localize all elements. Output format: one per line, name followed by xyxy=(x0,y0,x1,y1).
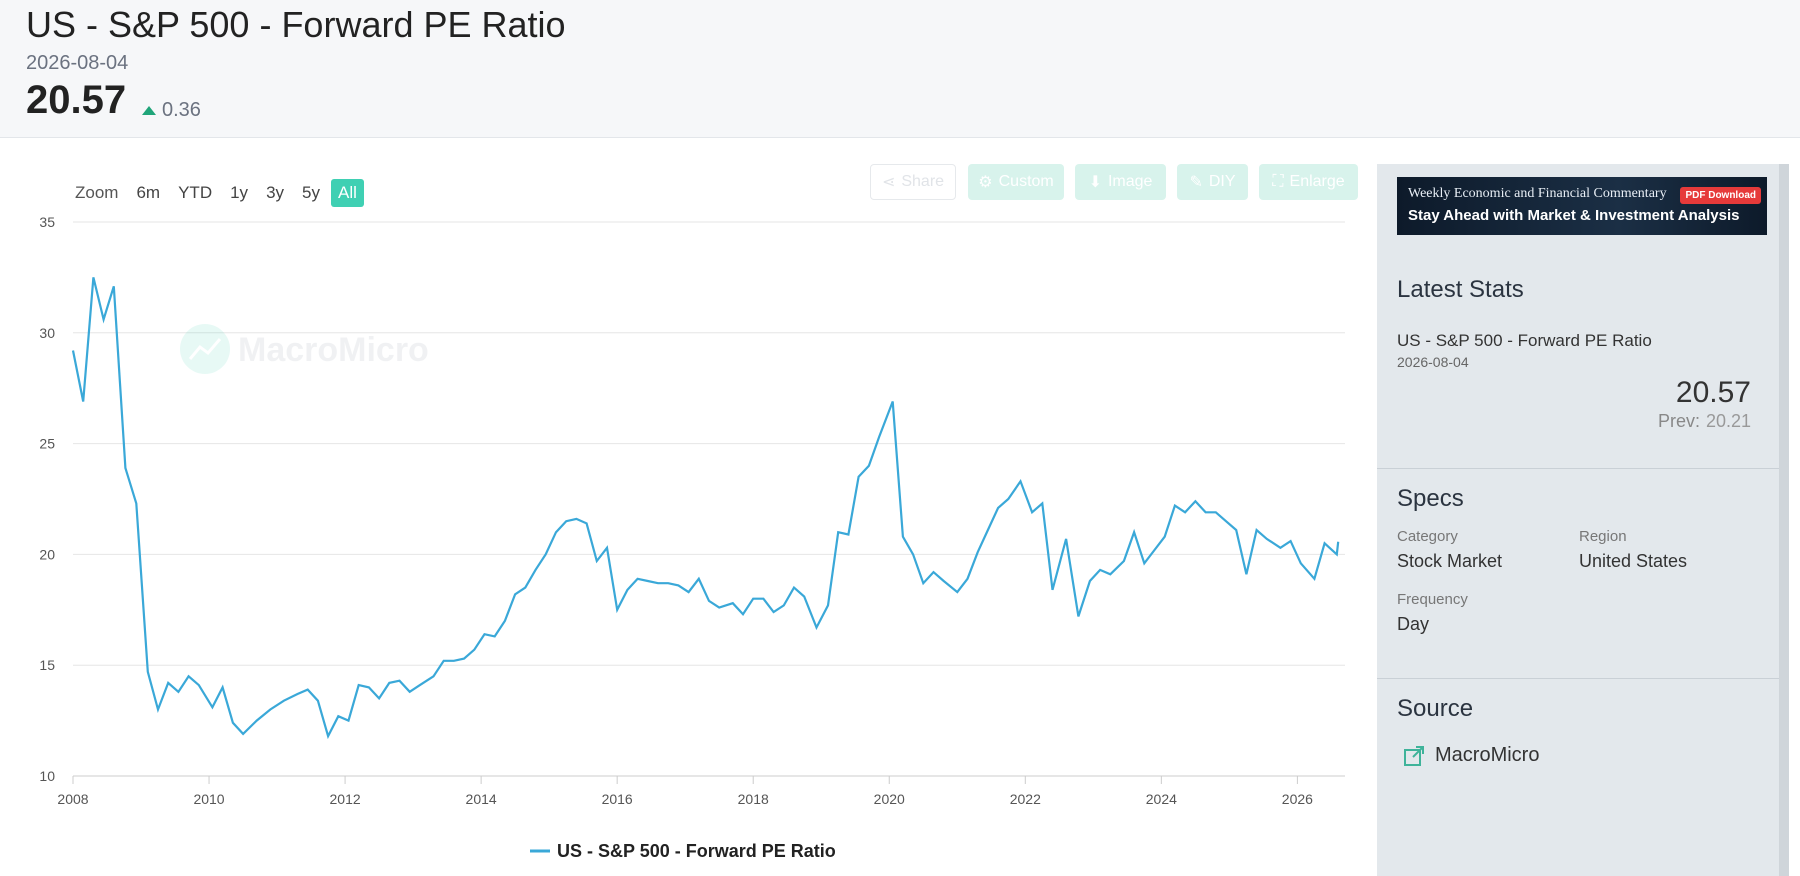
source-heading: Source xyxy=(1397,695,1474,722)
category-label: Category xyxy=(1397,528,1458,545)
x-tick-label: 2008 xyxy=(57,791,88,807)
pdf-download-badge[interactable]: PDF Download xyxy=(1680,187,1761,204)
zoom-label: Zoom xyxy=(75,183,119,202)
y-tick-label: 35 xyxy=(39,214,55,230)
latest-date: 2026-08-04 xyxy=(1397,354,1469,370)
enlarge-label: Enlarge xyxy=(1289,173,1345,190)
frequency-value: Day xyxy=(1397,614,1430,634)
external-link-icon xyxy=(1404,745,1424,766)
expand-icon: ⛶ xyxy=(1272,173,1284,190)
source-name: MacroMicro xyxy=(1435,744,1540,766)
up-arrow-icon xyxy=(142,106,156,115)
commentary-banner[interactable]: Weekly Economic and Financial Commentary… xyxy=(1397,177,1767,235)
zoom-5y-button[interactable]: 5y xyxy=(302,183,320,202)
divider xyxy=(1377,678,1779,679)
x-tick-label: 2026 xyxy=(1282,791,1313,807)
x-tick-label: 2022 xyxy=(1010,791,1041,807)
category-value: Stock Market xyxy=(1397,551,1503,571)
diy-label: DIY xyxy=(1208,173,1236,190)
header-change: 0.36 xyxy=(142,99,201,122)
pencil-icon: ✎ xyxy=(1189,174,1203,191)
chart-legend[interactable]: US - S&P 500 - Forward PE Ratio xyxy=(530,841,836,861)
line-chart: MacroMicro 10 15 20 25 30 35 2008 2010 2012 2014… xyxy=(39,214,1345,861)
header-change-value: 0.36 xyxy=(162,99,201,121)
x-tick-label: 2016 xyxy=(602,791,633,807)
x-tick-label: 2024 xyxy=(1146,791,1177,807)
prev-value: 20.21 xyxy=(1705,411,1751,431)
series-line xyxy=(71,277,1340,740)
page-header: US - S&P 500 - Forward PE Ratio 2026-08-… xyxy=(0,0,1800,138)
x-tick-label: 2010 xyxy=(193,791,224,807)
image-label: Image xyxy=(1107,173,1153,190)
header-value: 20.57 xyxy=(26,78,127,122)
x-tick-label: 2018 xyxy=(738,791,769,807)
x-axis: 2008 2010 2012 2014 2016 2018 2020 2022 2024 2026 xyxy=(57,775,1345,807)
page-title: US - S&P 500 - Forward PE Ratio xyxy=(26,4,566,45)
region-value: United States xyxy=(1579,551,1688,571)
macromicro-watermark: MacroMicro xyxy=(180,324,429,374)
chart-panel: MacroMicro 10 15 20 25 30 35 2008 2010 2012 2014… xyxy=(0,139,1376,876)
sidebar-scrollbar[interactable] xyxy=(1779,164,1789,876)
y-tick-label: 10 xyxy=(39,768,55,784)
download-icon: ⬇ xyxy=(1088,174,1102,191)
y-tick-label: 15 xyxy=(39,657,55,673)
zoom-all-button[interactable]: All xyxy=(331,179,364,207)
zoom-1y-button[interactable]: 1y xyxy=(230,183,249,202)
gear-icon: ⚙ xyxy=(978,174,993,191)
share-label: Share xyxy=(901,173,945,190)
zoom-ytd-button[interactable]: YTD xyxy=(178,183,213,202)
divider xyxy=(1377,468,1779,469)
share-icon: ⋖ xyxy=(881,174,896,191)
y-tick-label: 25 xyxy=(39,436,55,452)
zoom-bar: Zoom 6m YTD 1y 3y 5y All xyxy=(75,179,368,207)
watermark-logo-mark xyxy=(188,338,222,360)
zoom-6m-button[interactable]: 6m xyxy=(136,183,161,202)
legend-label: US - S&P 500 - Forward PE Ratio xyxy=(557,841,836,861)
latest-value: 20.57 xyxy=(1675,376,1751,409)
enlarge-button[interactable]: ⛶ Enlarge xyxy=(1259,164,1358,200)
sidebar: Weekly Economic and Financial Commentary… xyxy=(1377,164,1779,876)
x-tick-label: 2012 xyxy=(330,791,361,807)
latest-prev: Prev: 20.21 xyxy=(1658,411,1751,432)
watermark-logo-icon xyxy=(180,324,230,374)
header-date: 2026-08-04 xyxy=(26,52,129,74)
y-axis: 10 15 20 25 30 35 xyxy=(39,214,55,784)
frequency-label: Frequency xyxy=(1397,591,1468,608)
latest-series-name: US - S&P 500 - Forward PE Ratio xyxy=(1397,331,1652,350)
prev-label: Prev: xyxy=(1657,411,1700,431)
y-tick-label: 20 xyxy=(39,546,55,562)
region-label: Region xyxy=(1579,528,1627,545)
x-tick-label: 2014 xyxy=(466,791,497,807)
banner-line2: Stay Ahead with Market & Investment Anal… xyxy=(1408,207,1740,224)
watermark-text: MacroMicro xyxy=(238,331,429,369)
chart-grid xyxy=(73,221,1345,777)
image-button[interactable]: ⬇ Image xyxy=(1075,164,1166,200)
banner-line1: Weekly Economic and Financial Commentary xyxy=(1408,186,1667,201)
x-tick-label: 2020 xyxy=(874,791,905,807)
zoom-3y-button[interactable]: 3y xyxy=(266,183,285,202)
diy-button[interactable]: ✎ DIY xyxy=(1177,164,1248,200)
custom-label: Custom xyxy=(998,173,1054,190)
custom-button[interactable]: ⚙ Custom xyxy=(968,164,1064,200)
specs-heading: Specs xyxy=(1397,485,1464,512)
source-link[interactable]: MacroMicro xyxy=(1403,744,1539,767)
share-button[interactable]: ⋖ Share xyxy=(870,164,956,200)
latest-stats-heading: Latest Stats xyxy=(1397,276,1524,303)
y-tick-label: 30 xyxy=(39,325,55,341)
